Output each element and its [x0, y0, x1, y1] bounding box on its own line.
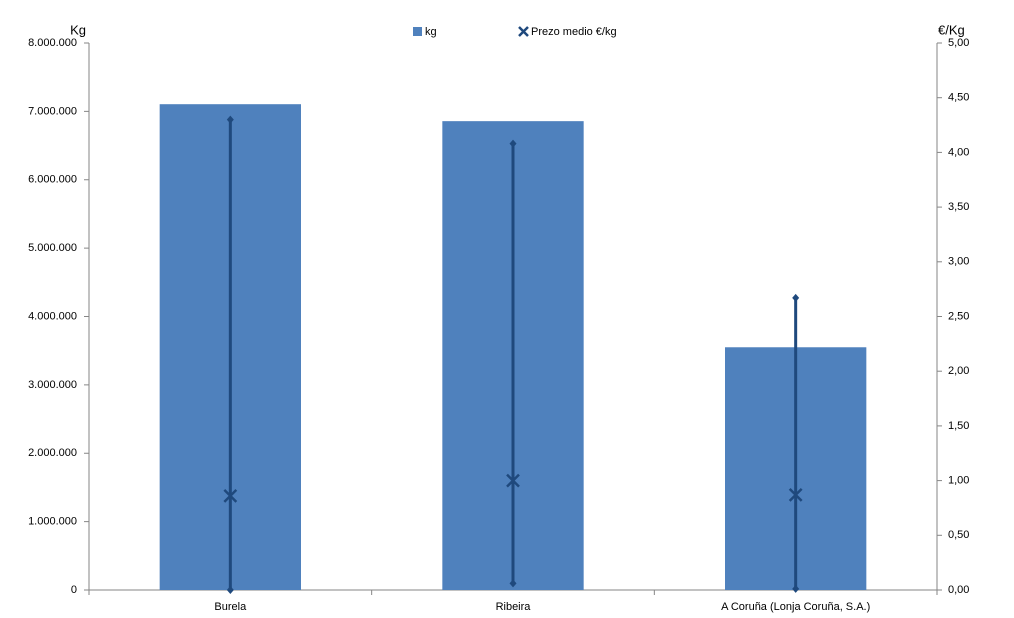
y-tick-label: 1.000.000: [28, 516, 77, 528]
low-marker: [792, 584, 800, 593]
y-tick-label: 3.000.000: [28, 379, 77, 391]
y-tick-label: 7.000.000: [28, 105, 77, 117]
y2-tick-label: 1,50: [948, 420, 969, 432]
high-marker: [509, 139, 517, 148]
y-tick-label: 2.000.000: [28, 447, 77, 459]
legend-swatch: [518, 26, 529, 37]
mean-marker: [223, 489, 238, 503]
y2-axis-title: €/Kg: [938, 22, 965, 37]
y2-tick-label: 1,00: [948, 475, 969, 487]
legend-swatch: [413, 27, 422, 36]
y2-tick-label: 2,50: [948, 310, 969, 322]
y-tick-label: 8.000.000: [28, 37, 77, 49]
legend-label: Prezo medio €/kg: [531, 26, 617, 38]
mean-marker: [506, 473, 520, 488]
low-marker: [509, 579, 517, 588]
y2-tick-label: 0,00: [948, 584, 969, 596]
y-tick-label: 0: [71, 584, 77, 596]
y-tick-label: 5.000.000: [28, 242, 77, 254]
y2-tick-label: 0,50: [948, 529, 969, 541]
y2-tick-label: 3,00: [948, 256, 969, 268]
y2-tick-label: 4,50: [948, 92, 969, 104]
y-tick-label: 6.000.000: [28, 174, 77, 186]
legend-label: kg: [425, 26, 437, 38]
y2-tick-label: 4,00: [948, 146, 969, 158]
mean-marker: [788, 487, 803, 502]
y-axis-title: Kg: [70, 22, 86, 37]
y2-tick-label: 2,00: [948, 365, 969, 377]
x-tick-label: Ribeira: [496, 601, 532, 613]
high-marker: [226, 115, 234, 124]
high-marker: [792, 293, 800, 302]
y2-tick-label: 3,50: [948, 201, 969, 213]
y-tick-label: 4.000.000: [28, 310, 77, 322]
x-tick-label: A Coruña (Lonja Coruña, S.A.): [721, 601, 870, 613]
low-marker: [226, 586, 234, 594]
x-tick-label: Burela: [214, 601, 247, 613]
y2-tick-label: 5,00: [948, 37, 969, 49]
